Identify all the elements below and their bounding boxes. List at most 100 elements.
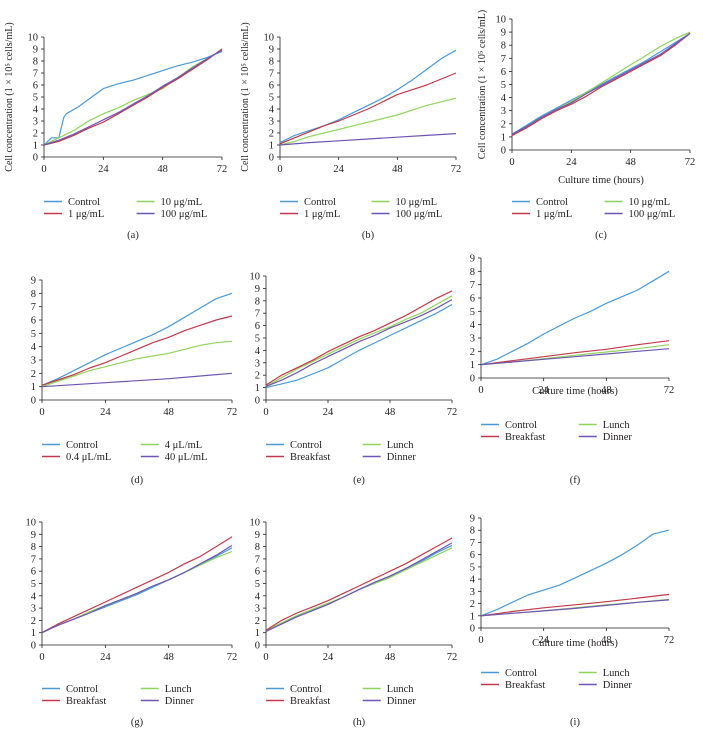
y-tick-label: 9 [255, 530, 260, 541]
x-tick-label: 72 [447, 407, 458, 418]
y-tick-label: 3 [501, 106, 506, 117]
y-tick-label: 3 [470, 587, 475, 598]
y-tick-label: 1 [470, 611, 475, 622]
y-tick-label: 2 [255, 616, 260, 627]
y-tick-label: 1 [269, 141, 274, 152]
y-tick-label: 10 [250, 272, 261, 283]
y-tick-label: 6 [501, 67, 506, 78]
panel-label: (a) [127, 230, 139, 241]
y-tick-label: 9 [31, 530, 36, 541]
y-tick-label: 2 [501, 119, 506, 130]
x-tick-label: 72 [664, 635, 675, 646]
y-axis-title: Cell concentration (1 × 10⁵ cells/mL) [477, 10, 488, 159]
chart-panel-6: 0 1 2 3 4 5 6 7 8 9 0 24 48 72 Culture time (hours) Con… [470, 254, 675, 487]
y-tick-label: 0 [470, 374, 475, 385]
x-tick-label: 48 [625, 157, 636, 168]
y-tick-label: 7 [31, 554, 36, 565]
legend-label: Breakfast [290, 696, 330, 707]
x-tick-label: 24 [333, 164, 344, 175]
series-line-breakfast [265, 290, 453, 386]
legend-label: 10 μg/mL [629, 197, 671, 208]
x-tick-label: 24 [566, 157, 577, 168]
x-tick-label: 72 [664, 385, 675, 396]
y-tick-label: 5 [470, 307, 475, 318]
legend-label: Breakfast [290, 452, 330, 463]
x-tick-label: 24 [323, 407, 334, 418]
y-tick-label: 1 [33, 141, 38, 152]
y-tick-label: 2 [33, 129, 38, 140]
legend-label: Breakfast [505, 680, 545, 691]
y-tick-label: 8 [501, 41, 506, 52]
y-tick-label: 10 [26, 518, 37, 529]
y-tick-label: 1 [255, 383, 260, 394]
y-tick-label: 1 [255, 628, 260, 639]
series-line-1-g-ml [279, 72, 457, 145]
legend-label: 10 μg/mL [161, 197, 203, 208]
y-tick-label: 4 [470, 575, 476, 586]
x-tick-label: 24 [538, 385, 549, 396]
y-tick-label: 3 [31, 604, 36, 615]
x-tick-label: 48 [601, 635, 612, 646]
x-tick-label: 24 [98, 164, 109, 175]
y-tick-label: 1 [31, 628, 36, 639]
y-tick-label: 3 [33, 117, 38, 128]
y-tick-label: 9 [255, 284, 260, 295]
legend-label: Control [290, 440, 322, 451]
series-line-breakfast [41, 536, 233, 634]
series-line-dinner [41, 544, 233, 634]
y-tick-label: 5 [31, 329, 36, 340]
legend-label: 0.4 μL/mL [66, 452, 111, 463]
y-tick-label: 8 [470, 526, 475, 537]
y-tick-label: 7 [255, 309, 260, 320]
y-tick-label: 10 [264, 33, 275, 44]
x-tick-label: 24 [100, 407, 111, 418]
x-tick-label: 72 [227, 407, 238, 418]
y-tick-label: 0 [31, 641, 36, 652]
y-tick-label: 2 [269, 129, 274, 140]
series-line-lunch [265, 295, 453, 387]
x-tick-label: 72 [227, 652, 238, 663]
series-line-100-g-ml [511, 32, 691, 135]
y-tick-label: 7 [33, 69, 38, 80]
x-tick-label: 48 [157, 164, 168, 175]
legend-label: 1 μg/mL [304, 209, 340, 220]
x-tick-label: 72 [451, 164, 462, 175]
legend-label: Control [505, 420, 537, 431]
legend-label: Lunch [387, 684, 415, 695]
y-tick-label: 6 [269, 81, 274, 92]
panel-label: (b) [362, 230, 375, 241]
x-tick-label: 48 [163, 652, 174, 663]
legend-label: 100 μg/mL [396, 209, 443, 220]
x-axis-title: Culture time (hours) [532, 638, 618, 649]
x-tick-label: 48 [392, 164, 403, 175]
y-tick-label: 5 [255, 579, 260, 590]
x-tick-label: 72 [685, 157, 696, 168]
chart-panel-3: 0 1 2 3 4 5 6 7 8 9 10 0 24 48 72 Cell concentration (1… [477, 10, 695, 241]
legend-label: Control [290, 684, 322, 695]
legend-label: 4 μL/mL [165, 440, 202, 451]
x-tick-label: 48 [385, 407, 396, 418]
y-tick-label: 7 [255, 554, 260, 565]
legend-label: 1 μg/mL [68, 209, 104, 220]
y-tick-label: 5 [470, 562, 475, 573]
y-tick-label: 1 [470, 360, 475, 371]
series-line-dinner [265, 542, 453, 633]
legend-label: Control [68, 197, 100, 208]
series-line-control [480, 270, 670, 366]
y-tick-label: 4 [470, 320, 476, 331]
y-tick-label: 4 [501, 93, 507, 104]
y-tick-label: 0 [501, 146, 506, 157]
y-tick-label: 0 [31, 396, 36, 407]
y-tick-label: 7 [501, 54, 506, 65]
x-tick-label: 0 [478, 385, 483, 396]
x-tick-label: 24 [538, 635, 549, 646]
series-line-breakfast [480, 593, 670, 617]
legend-label: Dinner [387, 696, 417, 707]
y-tick-label: 0 [269, 153, 274, 164]
y-tick-label: 6 [255, 321, 260, 332]
panel-label: (h) [353, 717, 366, 728]
y-tick-label: 2 [31, 369, 36, 380]
